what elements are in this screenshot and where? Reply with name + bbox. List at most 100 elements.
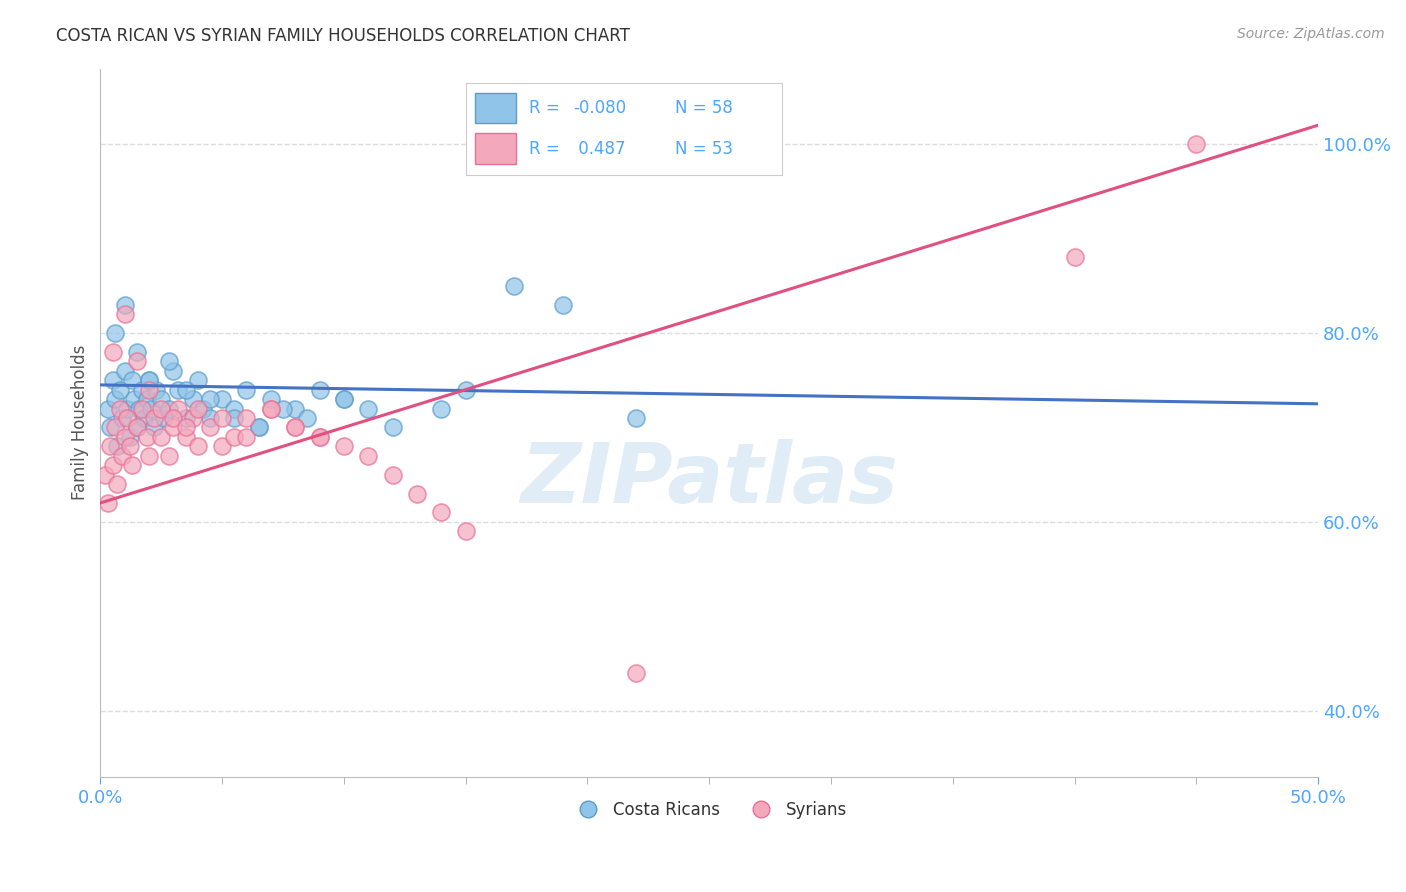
Point — [101, 344, 124, 359]
Point — [111, 449, 134, 463]
Point — [260, 392, 283, 406]
Point — [503, 278, 526, 293]
Point — [284, 420, 307, 434]
Point — [150, 392, 173, 406]
Point — [131, 401, 153, 416]
Point — [198, 420, 221, 434]
Point — [124, 392, 146, 406]
Point — [167, 383, 190, 397]
Point — [187, 401, 209, 416]
Point — [138, 383, 160, 397]
Point — [134, 411, 156, 425]
Point — [157, 449, 180, 463]
Point — [115, 401, 138, 416]
Text: COSTA RICAN VS SYRIAN FAMILY HOUSEHOLDS CORRELATION CHART: COSTA RICAN VS SYRIAN FAMILY HOUSEHOLDS … — [56, 27, 630, 45]
Point — [211, 392, 233, 406]
Point — [260, 401, 283, 416]
Point — [138, 449, 160, 463]
Point — [135, 392, 157, 406]
Point — [167, 401, 190, 416]
Point — [141, 401, 163, 416]
Point — [333, 439, 356, 453]
Point — [224, 430, 246, 444]
Point — [114, 364, 136, 378]
Y-axis label: Family Households: Family Households — [72, 345, 89, 500]
Point — [162, 364, 184, 378]
Point — [235, 430, 257, 444]
Point — [98, 439, 121, 453]
Point — [284, 420, 307, 434]
Point — [150, 401, 173, 416]
Point — [187, 439, 209, 453]
Point — [114, 298, 136, 312]
Point — [211, 439, 233, 453]
Legend: Costa Ricans, Syrians: Costa Ricans, Syrians — [564, 794, 855, 825]
Point — [308, 383, 330, 397]
Point — [150, 430, 173, 444]
Point — [284, 401, 307, 416]
Text: Source: ZipAtlas.com: Source: ZipAtlas.com — [1237, 27, 1385, 41]
Point — [98, 420, 121, 434]
Point — [260, 401, 283, 416]
Point — [430, 505, 453, 519]
Point — [114, 307, 136, 321]
Point — [104, 326, 127, 340]
Point — [125, 344, 148, 359]
Point — [115, 411, 138, 425]
Point — [157, 401, 180, 416]
Point — [174, 430, 197, 444]
Point — [381, 420, 404, 434]
Point — [104, 392, 127, 406]
Point — [121, 458, 143, 473]
Point — [308, 430, 330, 444]
Point — [101, 373, 124, 387]
Point — [125, 420, 148, 434]
Point — [357, 401, 380, 416]
Point — [135, 430, 157, 444]
Point — [142, 411, 165, 425]
Point — [118, 439, 141, 453]
Point — [224, 411, 246, 425]
Point — [181, 392, 204, 406]
Point — [308, 430, 330, 444]
Point — [553, 298, 575, 312]
Point — [162, 420, 184, 434]
Point — [235, 383, 257, 397]
Point — [105, 477, 128, 491]
Point — [114, 430, 136, 444]
Point — [174, 420, 197, 434]
Point — [105, 439, 128, 453]
Point — [211, 411, 233, 425]
Point — [138, 373, 160, 387]
Point — [174, 411, 197, 425]
Point — [101, 458, 124, 473]
Point — [235, 411, 257, 425]
Point — [104, 420, 127, 434]
Point — [118, 430, 141, 444]
Point — [108, 383, 131, 397]
Point — [1063, 251, 1085, 265]
Point — [271, 401, 294, 416]
Point — [247, 420, 270, 434]
Point — [111, 411, 134, 425]
Point — [181, 411, 204, 425]
Point — [157, 354, 180, 368]
Point — [174, 383, 197, 397]
Point — [198, 392, 221, 406]
Point — [406, 486, 429, 500]
Point — [138, 373, 160, 387]
Point — [624, 411, 647, 425]
Point — [357, 449, 380, 463]
Point — [145, 383, 167, 397]
Point — [247, 420, 270, 434]
Point — [1185, 137, 1208, 152]
Point — [297, 411, 319, 425]
Point — [187, 373, 209, 387]
Point — [191, 401, 214, 416]
Point — [128, 401, 150, 416]
Point — [97, 401, 120, 416]
Point — [162, 411, 184, 425]
Point — [94, 467, 117, 482]
Point — [224, 401, 246, 416]
Point — [454, 383, 477, 397]
